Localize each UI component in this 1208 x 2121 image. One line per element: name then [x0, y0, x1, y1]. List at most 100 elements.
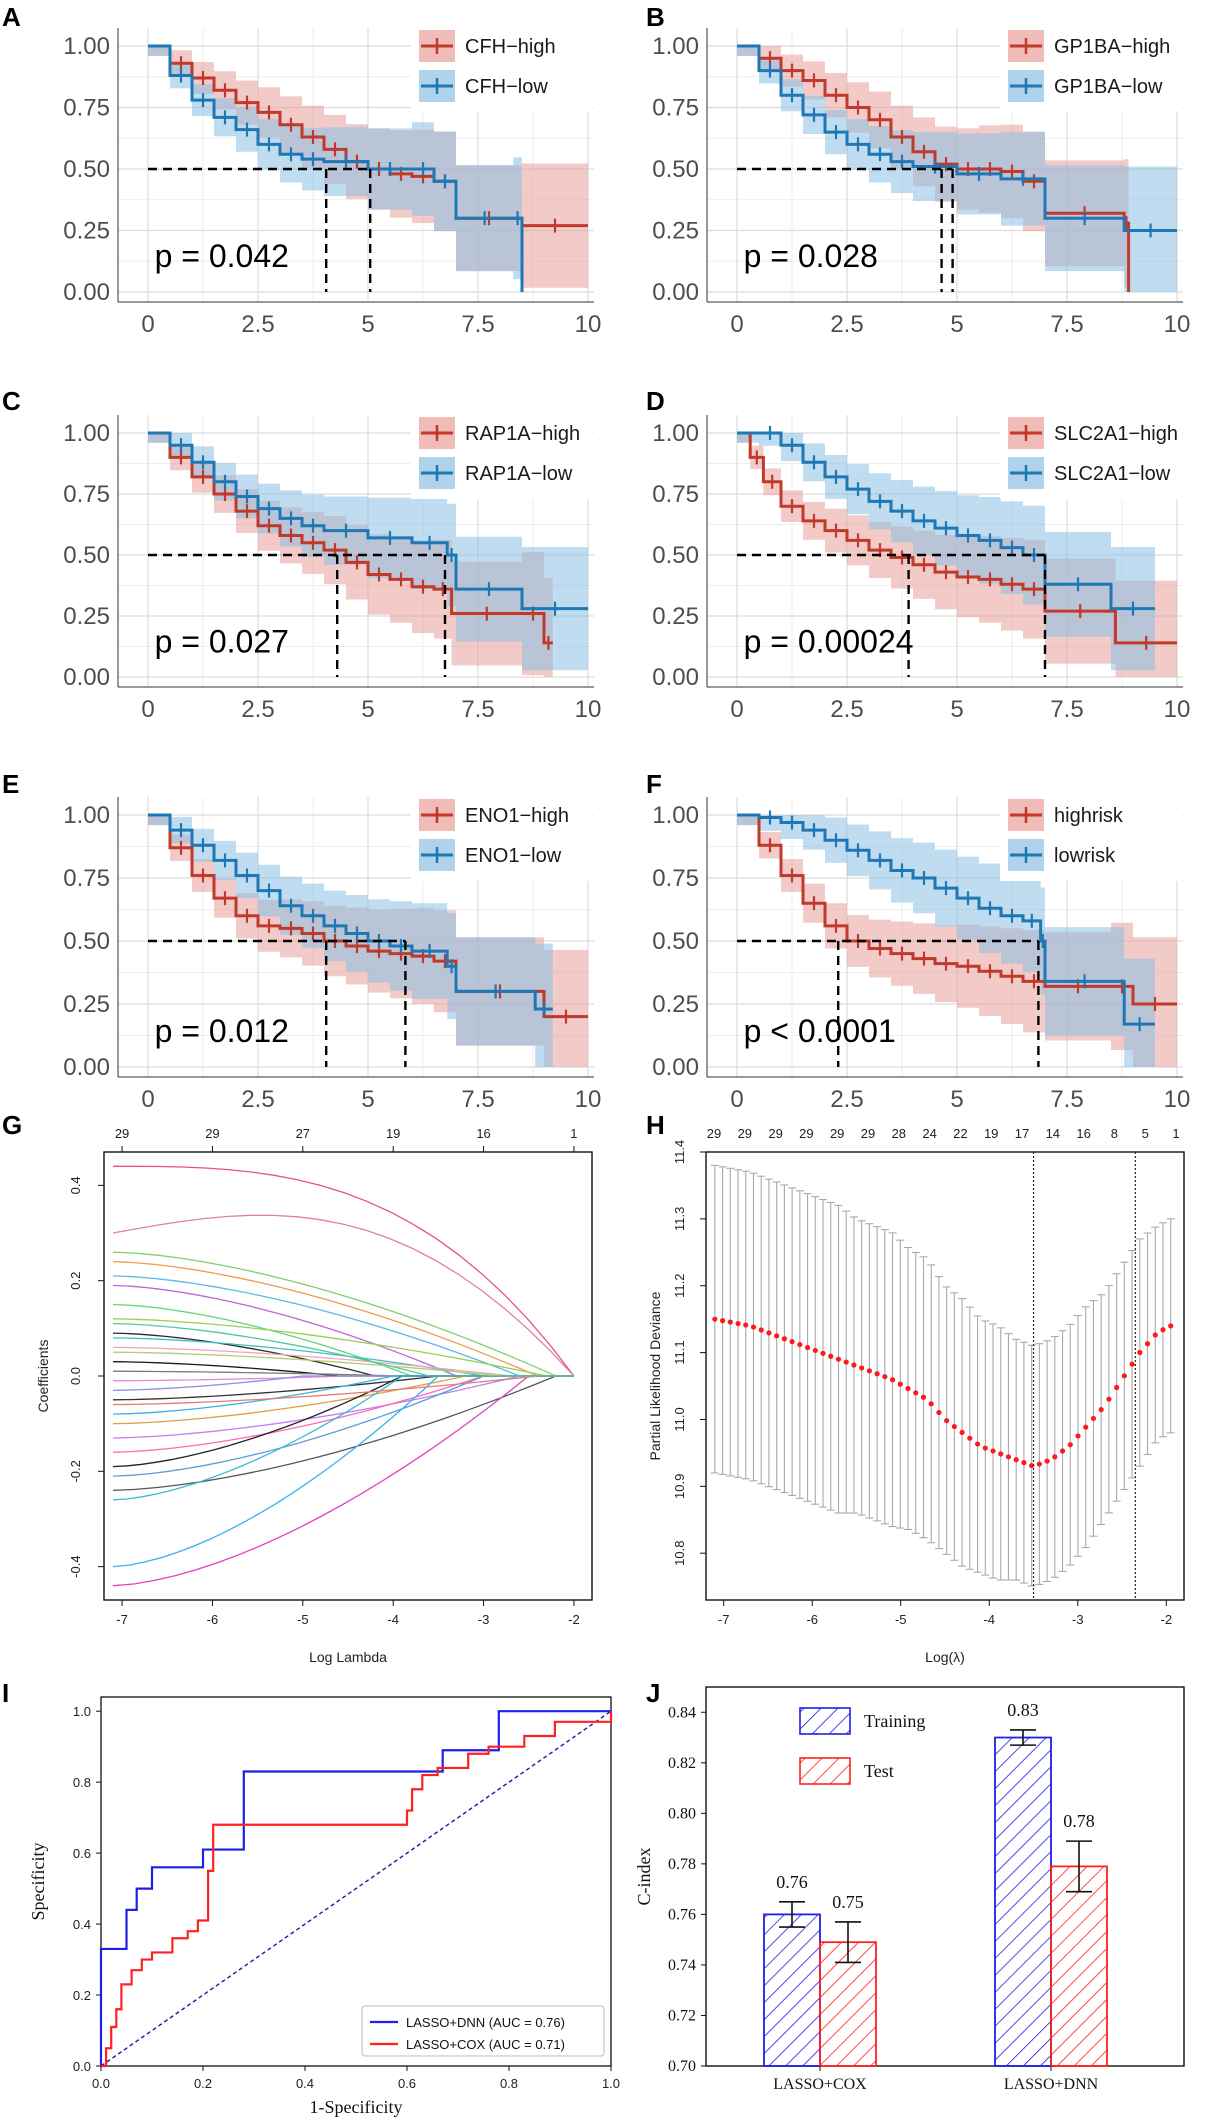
y-tick-label: 0.0	[73, 2059, 91, 2074]
y-tick-label: 0.00	[652, 279, 699, 306]
data-label: 0.76	[776, 1872, 808, 1892]
y-tick-label: 11.1	[672, 1340, 687, 1364]
legend-label: highrisk	[1054, 805, 1124, 827]
x-tick-label: -4	[983, 1612, 995, 1627]
lasso-coefficient-plot: -7 -6 -5 -4 -3 -2 -0.4 -0.2 0.0 0.2 0.4 29 29 27 19 16 1…	[35, 1126, 593, 1665]
survival-curve	[148, 813, 588, 1019]
y-tick-label: 0.50	[652, 156, 699, 183]
y-tick-label: 0.75	[652, 95, 699, 122]
top-tick-label: 29	[205, 1126, 219, 1141]
deviance-point	[743, 1322, 749, 1328]
survival-curve	[148, 44, 524, 292]
y-tick-label: 10.9	[672, 1474, 687, 1499]
deviance-point	[982, 1445, 988, 1451]
coefficient-path	[112, 1346, 574, 1377]
deviance-point	[1013, 1457, 1019, 1463]
y-tick-label: 0.50	[63, 542, 110, 569]
coefficient-path	[112, 1375, 574, 1501]
x-tick-label: 0	[141, 311, 154, 338]
top-tick-label: 29	[830, 1126, 844, 1141]
p-value: p = 0.028	[744, 238, 878, 274]
coefficient-path	[112, 1351, 574, 1377]
y-tick-label: 0.4	[68, 1176, 83, 1194]
bar	[763, 1913, 821, 2067]
deviance-point	[944, 1418, 950, 1424]
deviance-point	[913, 1390, 919, 1396]
bar	[1050, 1865, 1108, 2067]
y-tick-label: 0.50	[63, 156, 110, 183]
deviance-point	[882, 1374, 888, 1380]
survival-curve	[148, 813, 553, 1011]
y-tick-label: 0.25	[652, 603, 699, 630]
panel-letter-j: J	[646, 1678, 660, 1708]
deviance-point	[936, 1409, 942, 1416]
km-plot-a: 0 2.5 5 7.5 10 0.00 0.25 0.50 0.75 1.00 p = 0.042 C…	[63, 28, 601, 338]
deviance-point	[1168, 1323, 1174, 1329]
x-tick-label: 10	[575, 1086, 602, 1113]
p-value: p = 0.027	[155, 623, 289, 659]
plot-frame	[705, 1151, 1185, 1601]
deviance-point	[1090, 1415, 1097, 1422]
y-tick-label: 0.4	[73, 1917, 91, 1932]
survival-curve	[737, 813, 1177, 1006]
y-tick-label: -0.4	[68, 1555, 83, 1577]
deviance-point	[874, 1371, 880, 1377]
x-tick-label: 5	[361, 311, 374, 338]
deviance-point	[974, 1441, 981, 1447]
deviance-point	[1083, 1424, 1089, 1430]
coefficient-path	[112, 1375, 574, 1382]
deviance-point	[1121, 1373, 1127, 1379]
coefficient-path	[112, 1375, 574, 1401]
legend-label: RAP1A−high	[465, 423, 580, 445]
x-tick-label: 0	[730, 696, 743, 723]
panel-letter-i: I	[2, 1678, 9, 1708]
top-tick-label: 19	[984, 1126, 998, 1141]
y-tick-label: 0.75	[63, 95, 110, 122]
x-tick-label: 0.6	[398, 2076, 416, 2091]
km-plot-e: 0 2.5 5 7.5 10 0.00 0.25 0.50 0.75 1.00 p = 0.012 E…	[63, 797, 601, 1113]
top-tick-label: 29	[861, 1126, 875, 1141]
deviance-point	[1075, 1433, 1081, 1439]
deviance-point	[998, 1451, 1004, 1457]
coefficient-path	[112, 1332, 574, 1377]
y-tick-label: 0.25	[652, 218, 699, 245]
y-tick-label: 0.00	[63, 664, 110, 691]
coefficient-path	[112, 1375, 574, 1568]
plot-frame	[705, 1686, 1185, 2067]
x-tick-label: 10	[575, 311, 602, 338]
deviance-point	[789, 1339, 795, 1345]
x-tick-label: -2	[568, 1612, 580, 1627]
data-label: 0.83	[1007, 1700, 1039, 1720]
x-tick-label: -3	[1072, 1612, 1084, 1627]
x-tick-label: 7.5	[1050, 696, 1083, 723]
x-tick-label: 7.5	[461, 696, 494, 723]
top-tick-label: 29	[738, 1126, 752, 1141]
deviance-point	[719, 1318, 726, 1324]
coefficient-path	[112, 1375, 574, 1477]
x-tick-label: 5	[950, 696, 963, 723]
deviance-point	[1044, 1458, 1050, 1464]
coefficient-path	[112, 1275, 574, 1377]
y-tick-label: 0.25	[63, 991, 110, 1018]
coefficient-path	[112, 1322, 574, 1377]
top-tick-label: 29	[707, 1126, 721, 1141]
x-tick-label: 0	[141, 696, 154, 723]
coefficient-path	[112, 1260, 574, 1377]
p-value: p = 0.00024	[744, 623, 914, 659]
legend-label: CFH−high	[465, 36, 556, 58]
x-tick-label: 5	[361, 1086, 374, 1113]
y-tick-label: 1.00	[652, 33, 699, 60]
y-tick-label: 1.00	[652, 420, 699, 447]
deviance-point	[897, 1381, 903, 1387]
legend-label: lowrisk	[1054, 845, 1116, 867]
top-tick-label: 29	[768, 1126, 782, 1141]
deviance-point	[1144, 1341, 1151, 1347]
x-tick-label: 7.5	[1050, 311, 1083, 338]
top-tick-label: 17	[1015, 1126, 1029, 1141]
data-label: 0.75	[832, 1892, 864, 1912]
coefficient-path	[112, 1375, 574, 1439]
coefficient-path	[112, 1251, 574, 1377]
km-plot-f: 0 2.5 5 7.5 10 0.00 0.25 0.50 0.75 1.00 p < 0.0001…	[652, 797, 1190, 1113]
y-tick-label: 10.8	[672, 1541, 687, 1566]
